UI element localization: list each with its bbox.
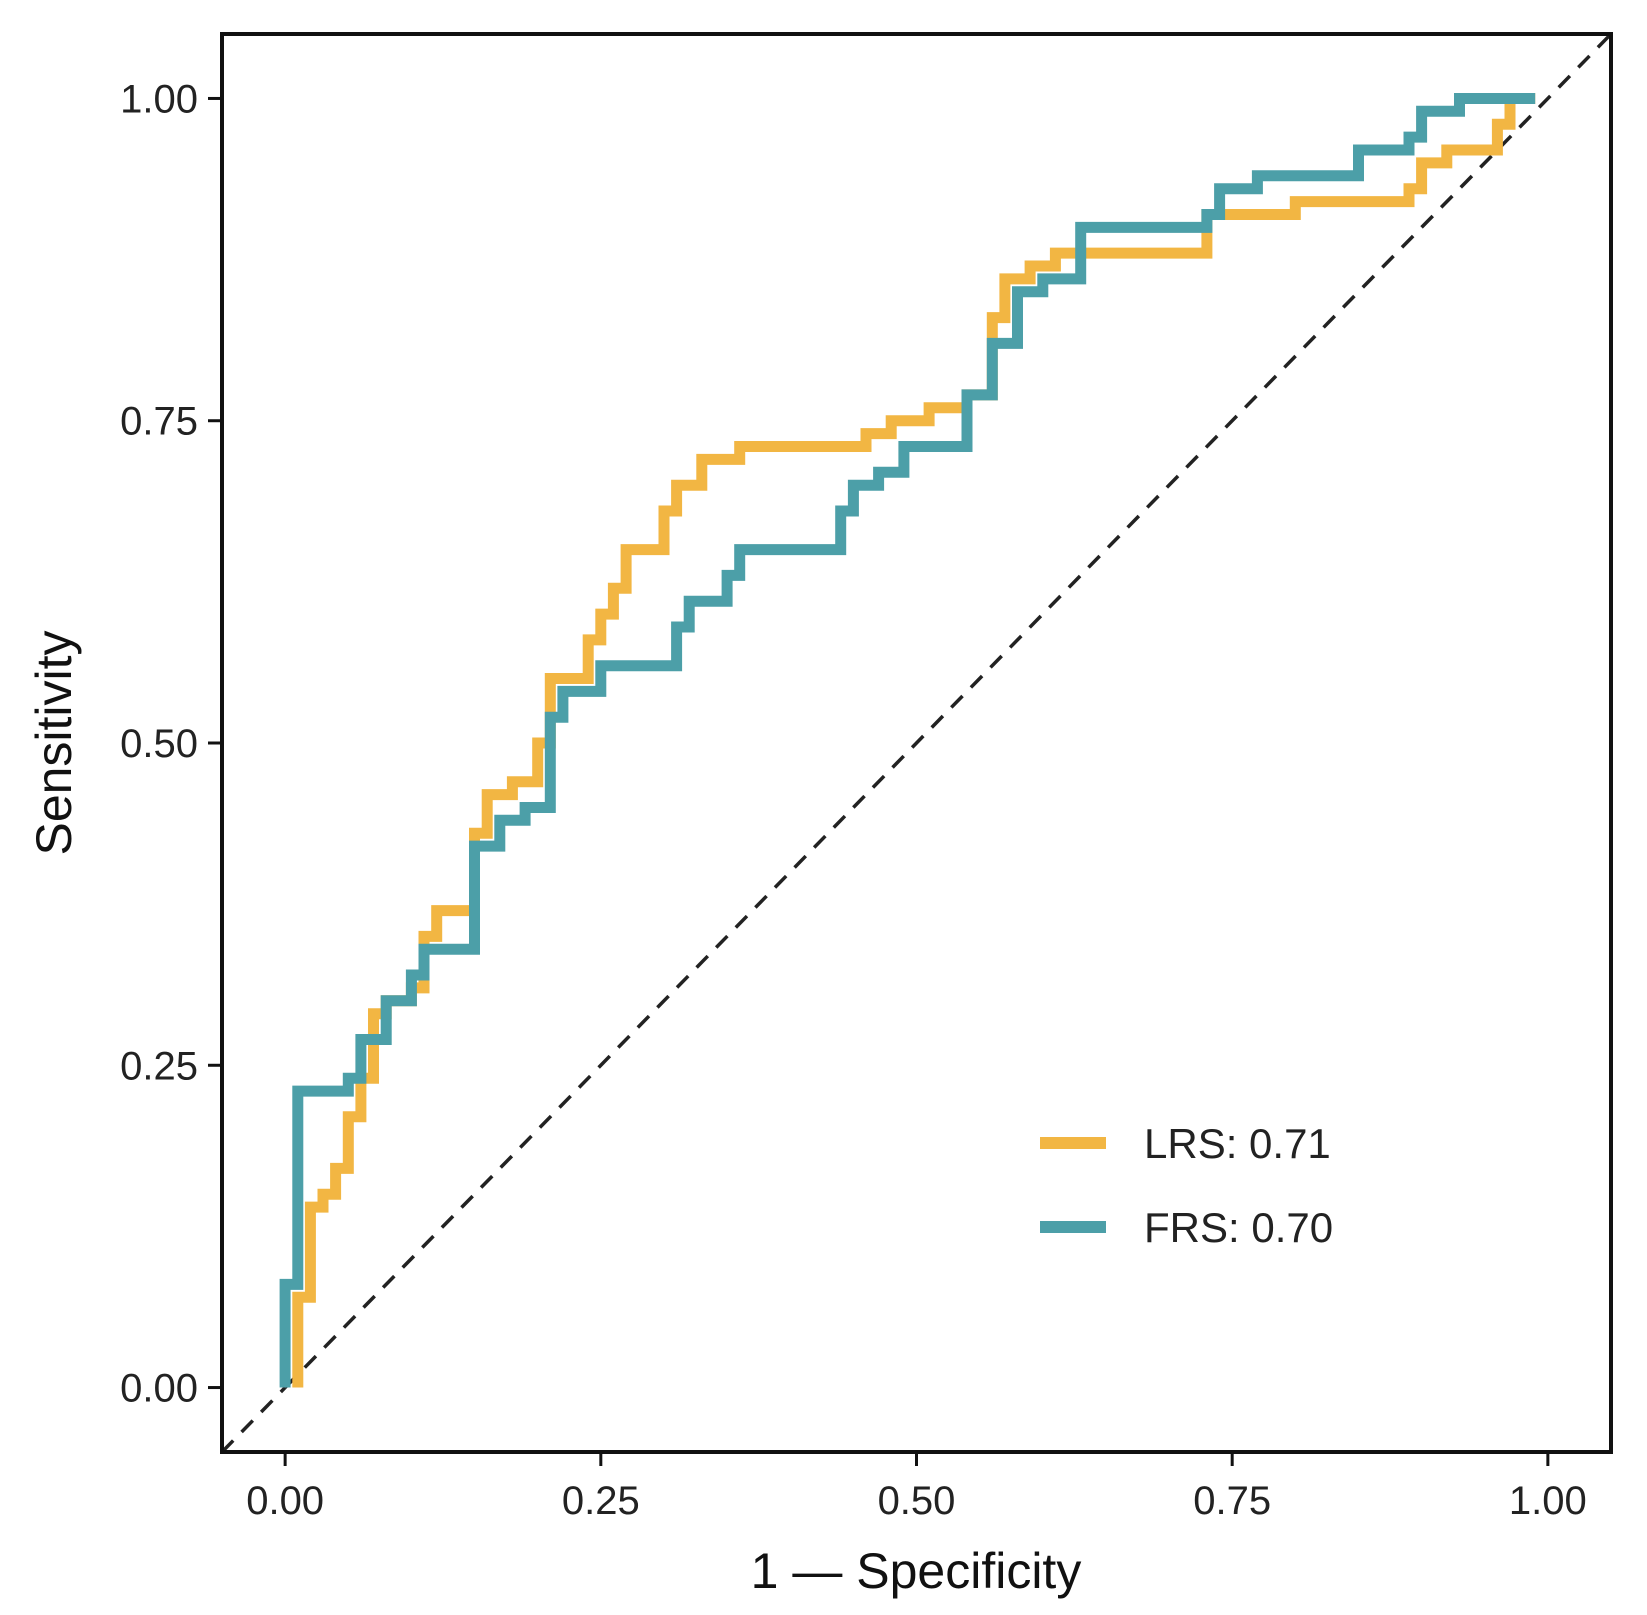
plot-area [222, 34, 1611, 1452]
x-axis: 0.00 0.25 0.50 0.75 1.00 [246, 1452, 1587, 1523]
y-tick-label: 0.75 [120, 400, 198, 444]
y-tick-label: 0.25 [120, 1044, 198, 1088]
y-axis-title: Sensitivity [26, 630, 82, 855]
legend-label-lrs: LRS: 0.71 [1144, 1120, 1331, 1167]
plot-clip-group [222, 34, 1611, 1452]
legend: LRS: 0.71 FRS: 0.70 [1040, 1120, 1333, 1251]
y-tick-label: 0.50 [120, 722, 198, 766]
reference-diagonal-line [283, 34, 1611, 1389]
x-tick-label: 1.00 [1509, 1479, 1587, 1523]
x-tick-label: 0.25 [562, 1479, 640, 1523]
y-axis: 0.00 0.25 0.50 0.75 1.00 [120, 77, 222, 1411]
x-tick-label: 0.75 [1193, 1479, 1271, 1523]
y-tick-label: 0.00 [120, 1367, 198, 1411]
legend-label-frs: FRS: 0.70 [1144, 1204, 1333, 1251]
x-tick-label: 0.00 [246, 1479, 324, 1523]
x-tick-label: 0.50 [878, 1479, 956, 1523]
x-axis-title: 1 — Specificity [751, 1543, 1082, 1599]
y-tick-label: 1.00 [120, 77, 198, 121]
series-line-frs [279, 93, 1536, 1388]
reference-diagonal-line-tail [222, 1386, 287, 1452]
